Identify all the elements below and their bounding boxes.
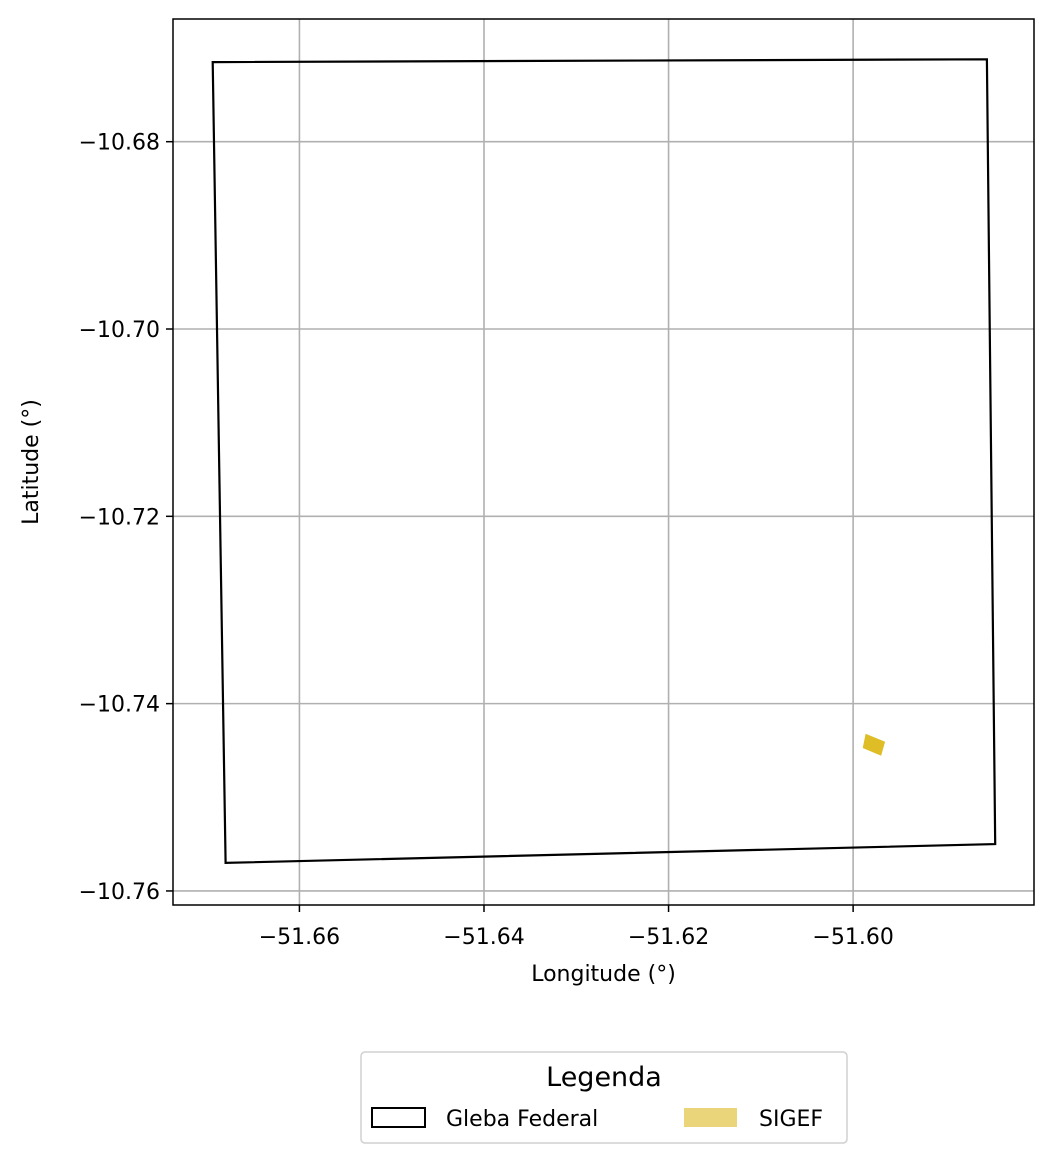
x-axis-ticks: −51.66 −51.64 −51.62 −51.60	[259, 905, 894, 950]
x-axis-title: Longitude (°)	[531, 962, 676, 987]
plot-area	[172, 18, 1035, 906]
gleba-federal-polygon	[211, 58, 997, 865]
y-tick-label: −10.72	[79, 505, 160, 530]
x-tick-label: −51.66	[259, 925, 340, 950]
x-tick-label: −51.60	[812, 925, 893, 950]
legend-label-gleba-federal: Gleba Federal	[446, 1107, 598, 1132]
y-tick-label: −10.68	[79, 131, 160, 156]
sigef-polygon	[862, 733, 886, 756]
y-tick-label: −10.70	[79, 318, 160, 343]
x-tick-label: −51.62	[628, 925, 709, 950]
y-axis-ticks: −10.68 −10.70 −10.72 −10.74 −10.76	[79, 131, 173, 905]
legend-swatch-sigef	[684, 1108, 737, 1127]
map-features	[211, 58, 997, 865]
y-axis-title: Latitude (°)	[19, 399, 44, 525]
y-tick-label: −10.74	[79, 693, 160, 718]
legend-title: Legenda	[546, 1062, 662, 1093]
x-tick-label: −51.64	[443, 925, 524, 950]
plot-frame	[172, 18, 1035, 906]
legend-label-sigef: SIGEF	[759, 1107, 823, 1132]
legend: Legenda Gleba Federal SIGEF	[360, 1051, 848, 1144]
legend-swatch-gleba-federal	[371, 1107, 426, 1128]
y-tick-label: −10.76	[79, 880, 160, 905]
grid-lines	[173, 19, 1034, 905]
